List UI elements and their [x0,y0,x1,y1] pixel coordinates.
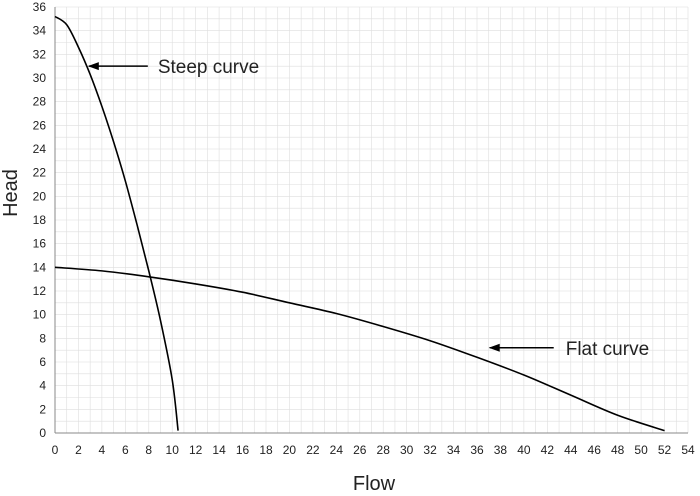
y-tick-label: 10 [33,308,47,322]
y-tick-label: 0 [39,426,46,440]
grid [54,6,689,434]
x-tick-label: 40 [517,443,531,457]
x-tick-label: 6 [122,443,129,457]
flat-curve-line [54,266,665,432]
x-tick-label: 46 [588,443,602,457]
y-tick-label: 12 [33,284,47,298]
y-tick-label: 4 [39,379,46,393]
tick-labels: 0 2 4 6 8 10 12 14 16 18 20 22 24 26 28 30 32 34 36 38 40 42 4… [33,0,695,457]
annotation-arrow-head [87,62,99,71]
y-tick-label: 14 [33,260,47,274]
x-tick-label: 28 [377,443,391,457]
steep-curve-line [54,15,179,431]
y-tick-label: 8 [39,331,46,345]
y-tick-label: 34 [33,24,47,38]
flat-curve-label: Flat curve [566,339,649,360]
x-tick-label: 18 [259,443,273,457]
y-tick-label: 28 [33,95,47,109]
x-tick-label: 2 [75,443,82,457]
x-tick-label: 54 [681,443,695,457]
x-tick-label: 42 [541,443,555,457]
y-tick-label: 6 [39,355,46,369]
x-tick-label: 14 [212,443,226,457]
axes [54,7,688,434]
x-axis-title: Flow [353,473,396,491]
x-tick-label: 30 [400,443,414,457]
x-tick-label: 34 [447,443,461,457]
annotation-arrow-head [488,343,500,352]
y-tick-label: 30 [33,71,47,85]
y-tick-label: 16 [33,237,47,251]
x-tick-label: 36 [470,443,484,457]
x-tick-label: 26 [353,443,367,457]
x-tick-label: 38 [494,443,508,457]
series-lines [54,15,665,432]
x-tick-label: 32 [423,443,437,457]
x-tick-label: 8 [145,443,152,457]
x-tick-label: 44 [564,443,578,457]
x-tick-label: 10 [166,443,180,457]
y-tick-label: 20 [33,189,47,203]
x-tick-label: 12 [189,443,203,457]
x-tick-label: 4 [99,443,106,457]
annotations: Steep curve Flat curve [87,57,649,360]
y-tick-label: 24 [33,142,47,156]
steep-curve-label: Steep curve [158,57,259,78]
y-tick-label: 2 [39,402,46,416]
y-tick-label: 36 [33,0,47,14]
x-tick-label: 50 [634,443,648,457]
x-tick-label: 48 [611,443,625,457]
x-tick-label: 20 [283,443,297,457]
y-tick-label: 22 [33,166,47,180]
y-tick-label: 32 [33,47,47,61]
x-tick-label: 22 [306,443,320,457]
x-tick-label: 16 [236,443,250,457]
y-tick-label: 26 [33,118,47,132]
y-axis-title: Head [0,169,22,217]
x-tick-label: 0 [52,443,59,457]
y-tick-label: 18 [33,213,47,227]
x-tick-label: 24 [330,443,344,457]
x-tick-label: 52 [658,443,672,457]
